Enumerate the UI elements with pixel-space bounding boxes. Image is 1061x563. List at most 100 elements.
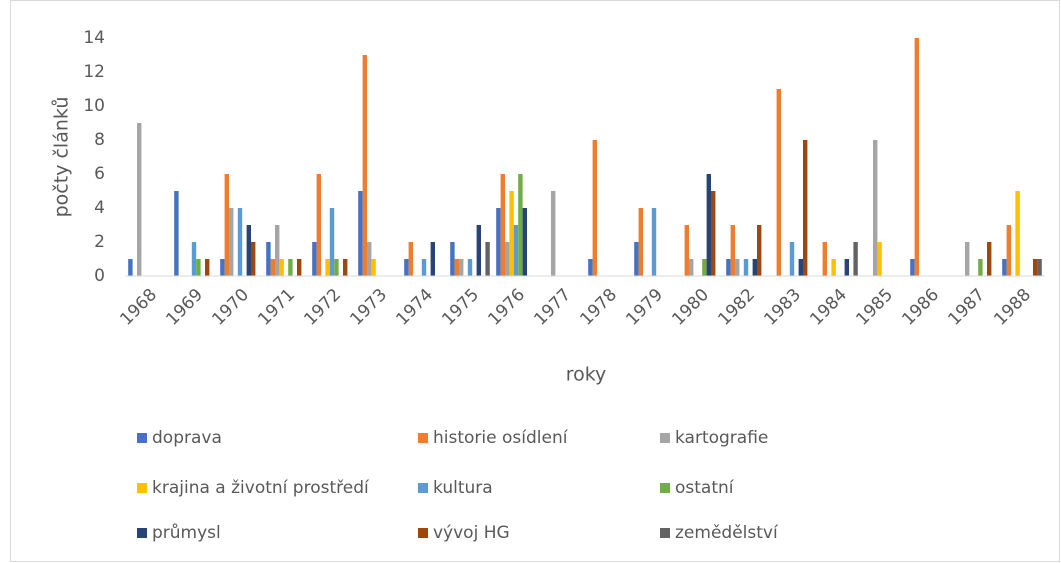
bar xyxy=(279,259,284,276)
bar xyxy=(1033,259,1038,276)
x-tick-label: 1978 xyxy=(576,285,621,330)
bar xyxy=(873,140,878,276)
bar xyxy=(711,191,716,276)
bar xyxy=(730,225,735,276)
x-tick-label: 1976 xyxy=(484,285,529,330)
bar xyxy=(408,242,413,276)
bar xyxy=(229,208,234,276)
x-tick-label: 1977 xyxy=(530,285,575,330)
legend-swatch xyxy=(660,483,670,493)
legend-swatch xyxy=(660,433,670,443)
bar xyxy=(803,140,808,276)
bar xyxy=(316,174,321,276)
bar xyxy=(191,242,197,276)
x-tick-label: 1975 xyxy=(438,285,483,330)
x-tick-label: 1968 xyxy=(116,285,161,330)
bar xyxy=(251,242,256,276)
bar xyxy=(367,242,372,276)
bar xyxy=(224,174,229,276)
bar xyxy=(634,242,639,276)
x-tick-label: 1971 xyxy=(254,285,299,330)
bar xyxy=(329,208,335,276)
chart-frame xyxy=(10,0,1060,562)
bar xyxy=(312,242,317,276)
legend-label: krajina a životní prostředí xyxy=(152,478,370,498)
legend-swatch xyxy=(418,433,428,443)
bar xyxy=(343,259,348,276)
y-tick-label: 4 xyxy=(94,198,105,218)
bar xyxy=(702,259,707,276)
bar xyxy=(789,242,795,276)
y-tick-label: 0 xyxy=(94,266,105,286)
legend-swatch xyxy=(660,528,670,538)
bar xyxy=(978,259,983,276)
bar xyxy=(496,208,501,276)
x-tick-label: 1973 xyxy=(346,285,391,330)
legend-swatch xyxy=(418,483,428,493)
bar xyxy=(1006,225,1011,276)
bar xyxy=(275,225,280,276)
bar xyxy=(965,242,970,276)
bar xyxy=(358,191,363,276)
bar xyxy=(735,259,740,276)
bar xyxy=(325,259,330,276)
bar xyxy=(853,242,858,276)
bar xyxy=(689,259,694,276)
x-tick-label: 1979 xyxy=(622,285,667,330)
bar xyxy=(1037,259,1042,276)
bar xyxy=(706,174,711,276)
bar xyxy=(270,259,275,276)
legend-swatch xyxy=(418,528,428,538)
y-tick-label: 2 xyxy=(94,232,105,252)
bar xyxy=(137,123,142,276)
bar xyxy=(404,259,409,276)
bar xyxy=(421,259,427,276)
bar xyxy=(430,242,435,276)
bar xyxy=(266,242,271,276)
bar xyxy=(726,259,731,276)
bar xyxy=(174,191,179,276)
bar xyxy=(877,242,882,276)
bar xyxy=(371,259,376,276)
bar xyxy=(638,208,643,276)
x-tick-label: 1986 xyxy=(898,285,943,330)
legend-label: ostatní xyxy=(675,478,735,498)
bar xyxy=(910,259,915,276)
legend-label: zemědělství xyxy=(675,523,779,543)
x-axis-title: roky xyxy=(566,364,607,386)
bar xyxy=(454,259,459,276)
x-tick-label: 1985 xyxy=(852,285,897,330)
legend-label: doprava xyxy=(152,428,222,448)
bar xyxy=(914,38,919,276)
bar xyxy=(987,242,992,276)
x-tick-label: 1983 xyxy=(760,285,805,330)
bar xyxy=(822,242,827,276)
y-tick-label: 8 xyxy=(94,130,105,150)
legend-label: průmysl xyxy=(152,523,221,543)
bar xyxy=(684,225,689,276)
bar xyxy=(450,242,455,276)
y-tick-label: 10 xyxy=(83,96,105,116)
x-tick-label: 1984 xyxy=(806,285,851,330)
bar xyxy=(128,259,133,276)
bar xyxy=(522,208,527,276)
bar xyxy=(246,225,251,276)
bar xyxy=(500,174,505,276)
x-tick-label: 1974 xyxy=(392,285,437,330)
y-tick-label: 6 xyxy=(94,164,105,184)
bar xyxy=(459,259,464,276)
x-tick-label: 1972 xyxy=(300,285,345,330)
x-tick-label: 1980 xyxy=(668,285,713,330)
x-tick-label: 1982 xyxy=(714,285,759,330)
bar xyxy=(205,259,210,276)
y-tick-label: 12 xyxy=(83,62,105,82)
y-axis-title: počty článků xyxy=(51,97,73,218)
y-tick-label: 14 xyxy=(83,28,105,48)
legend-swatch xyxy=(137,483,147,493)
x-tick-label: 1987 xyxy=(944,285,989,330)
bar xyxy=(798,259,803,276)
bar xyxy=(513,225,519,276)
bar xyxy=(757,225,762,276)
bar xyxy=(752,259,757,276)
